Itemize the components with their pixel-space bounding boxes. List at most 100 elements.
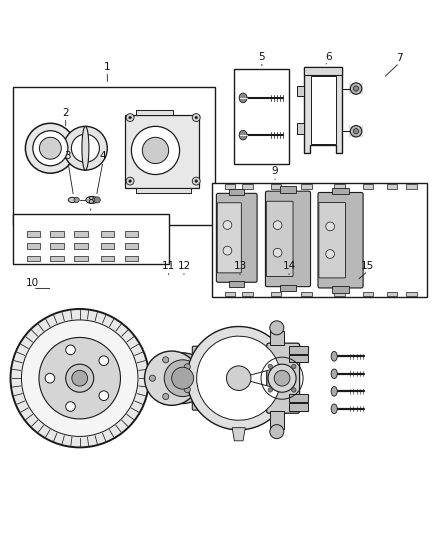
Polygon shape (50, 255, 64, 261)
Polygon shape (289, 394, 308, 402)
Ellipse shape (331, 369, 337, 378)
Circle shape (99, 356, 109, 366)
Circle shape (270, 321, 284, 335)
Polygon shape (301, 184, 312, 189)
Polygon shape (101, 231, 114, 237)
Circle shape (350, 126, 362, 137)
Polygon shape (270, 411, 284, 429)
Circle shape (129, 116, 131, 119)
Circle shape (126, 114, 134, 122)
Polygon shape (242, 184, 253, 189)
Polygon shape (101, 243, 114, 249)
Circle shape (292, 388, 296, 392)
Text: 5: 5 (258, 52, 265, 61)
Polygon shape (363, 292, 373, 296)
FancyBboxPatch shape (216, 193, 257, 282)
Circle shape (326, 249, 335, 259)
Circle shape (72, 370, 88, 386)
Circle shape (64, 126, 107, 170)
Polygon shape (125, 243, 138, 249)
Polygon shape (279, 187, 296, 193)
Circle shape (162, 357, 169, 363)
Text: 11: 11 (162, 261, 175, 271)
Polygon shape (125, 231, 138, 237)
Circle shape (142, 138, 169, 164)
Polygon shape (279, 285, 296, 292)
Circle shape (197, 399, 201, 403)
Circle shape (273, 221, 282, 230)
Circle shape (66, 364, 94, 392)
Text: 14: 14 (283, 261, 296, 271)
Circle shape (197, 353, 201, 358)
Text: 4: 4 (99, 151, 106, 161)
FancyBboxPatch shape (266, 201, 293, 277)
Polygon shape (406, 292, 417, 296)
Circle shape (268, 364, 272, 369)
Polygon shape (304, 67, 342, 75)
Circle shape (195, 116, 198, 119)
Polygon shape (74, 231, 88, 237)
Polygon shape (289, 403, 308, 410)
Polygon shape (232, 427, 245, 441)
Circle shape (126, 177, 134, 185)
Circle shape (223, 246, 232, 255)
Circle shape (184, 386, 191, 393)
Polygon shape (225, 184, 235, 189)
Polygon shape (297, 124, 304, 134)
FancyBboxPatch shape (267, 343, 300, 413)
Text: 2: 2 (62, 108, 69, 118)
Polygon shape (304, 67, 342, 152)
Circle shape (270, 425, 284, 439)
Polygon shape (74, 255, 88, 261)
Polygon shape (301, 292, 312, 296)
Circle shape (197, 368, 201, 373)
Circle shape (162, 393, 169, 400)
Polygon shape (27, 243, 40, 249)
Text: 6: 6 (325, 52, 332, 61)
FancyBboxPatch shape (125, 115, 199, 188)
Polygon shape (136, 188, 191, 193)
Polygon shape (406, 184, 417, 189)
Bar (234, 69, 289, 164)
Wedge shape (197, 336, 279, 420)
Circle shape (195, 180, 198, 182)
Circle shape (71, 134, 99, 162)
Text: 13: 13 (233, 261, 247, 271)
Polygon shape (363, 184, 373, 189)
Text: 15: 15 (361, 261, 374, 271)
Circle shape (184, 364, 191, 370)
Polygon shape (334, 292, 345, 296)
Text: 10: 10 (26, 278, 39, 288)
Circle shape (353, 128, 359, 134)
Polygon shape (101, 255, 114, 261)
Text: 1: 1 (104, 62, 111, 71)
Ellipse shape (82, 126, 89, 170)
Polygon shape (27, 231, 40, 237)
Bar (212, 183, 427, 297)
Polygon shape (27, 255, 40, 261)
Wedge shape (187, 327, 287, 430)
Polygon shape (230, 189, 244, 195)
FancyBboxPatch shape (192, 346, 208, 410)
Polygon shape (387, 184, 397, 189)
Polygon shape (242, 292, 253, 296)
Circle shape (94, 197, 100, 203)
Polygon shape (332, 286, 349, 293)
Circle shape (268, 364, 296, 392)
Circle shape (25, 123, 75, 173)
Polygon shape (50, 243, 64, 249)
Circle shape (226, 366, 251, 391)
FancyBboxPatch shape (318, 192, 363, 288)
Text: 12: 12 (177, 261, 191, 271)
Text: 9: 9 (272, 166, 279, 176)
Bar (13, 214, 169, 264)
Circle shape (157, 353, 208, 403)
Ellipse shape (239, 93, 247, 103)
FancyBboxPatch shape (217, 203, 241, 273)
Text: 3: 3 (64, 151, 71, 161)
Circle shape (66, 345, 75, 354)
Polygon shape (230, 280, 244, 287)
Ellipse shape (331, 404, 337, 414)
Circle shape (145, 351, 199, 405)
Circle shape (350, 83, 362, 94)
